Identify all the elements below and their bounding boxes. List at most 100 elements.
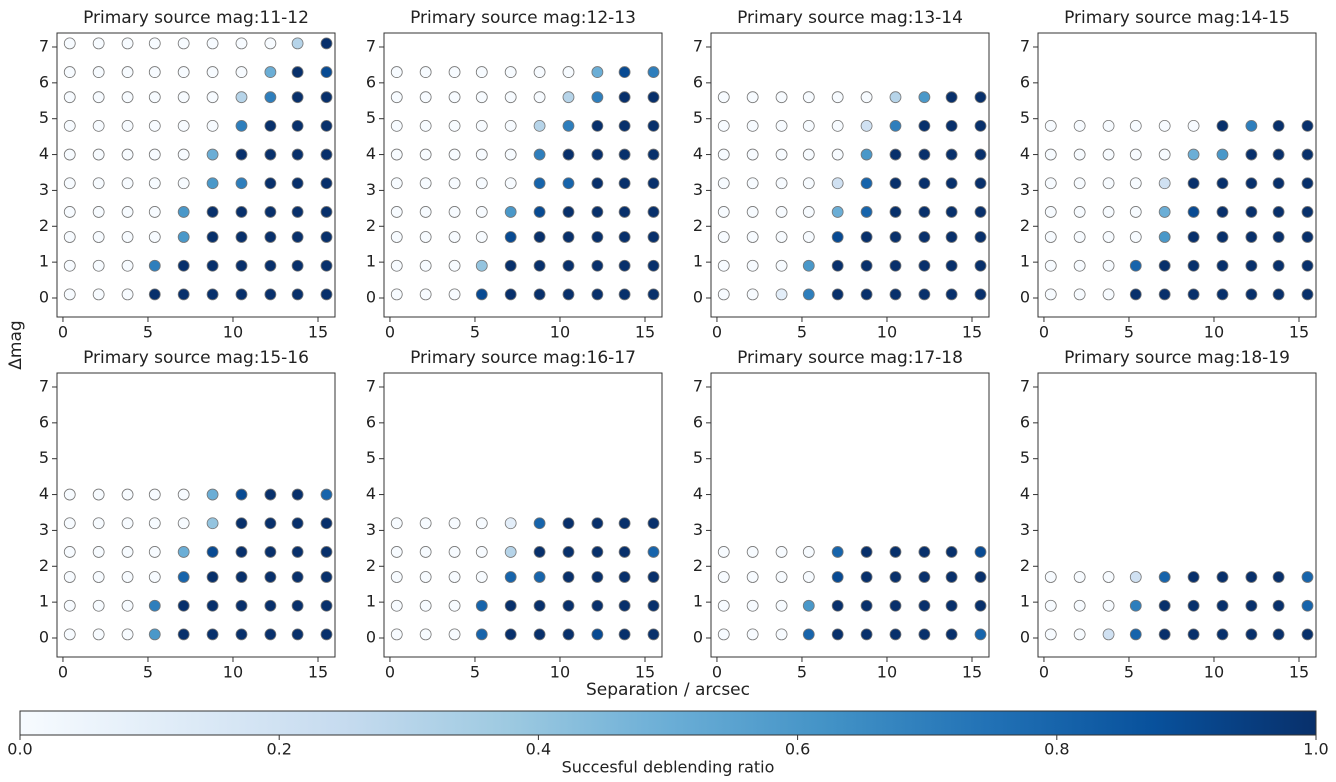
point [264,259,277,272]
point [775,206,788,218]
point [235,517,248,530]
point [1044,231,1057,243]
y-tick-label: 4 [366,144,376,163]
point [475,571,488,583]
point [775,546,788,558]
colorbar [19,710,1317,736]
point [264,177,277,190]
y-tick-label: 3 [39,180,49,199]
point [591,546,604,558]
point [562,177,575,190]
point [775,628,788,641]
point [533,628,546,641]
y-tick-label: 4 [693,484,703,503]
point [831,119,844,132]
point [647,206,660,218]
point [419,177,432,190]
point [1044,288,1057,301]
y-tick-label: 0 [366,627,376,646]
point [974,231,987,243]
point [235,66,248,78]
point [1216,599,1229,612]
point [618,571,631,583]
point [974,148,987,161]
point [591,288,604,301]
colorbar-tick-label: 0.4 [526,740,551,759]
x-tick-label: 0 [712,663,722,682]
point [860,599,873,612]
point [802,288,815,301]
point [291,91,304,104]
point [533,288,546,301]
point [802,148,815,161]
point [918,259,931,272]
point [533,177,546,190]
y-tick-label: 6 [366,412,376,431]
point [63,91,76,104]
y-tick-label: 5 [39,448,49,467]
point [92,546,105,558]
point [717,259,730,272]
point [121,288,134,301]
point [206,571,219,583]
point [1129,148,1142,161]
point [1245,119,1258,132]
point [291,599,304,612]
y-tick-label: 3 [366,180,376,199]
y-tick-label: 3 [366,520,376,539]
point [647,571,660,583]
point [974,177,987,190]
point [647,628,660,641]
point [1245,571,1258,583]
point [717,91,730,104]
point [475,546,488,558]
point [320,288,333,301]
point [647,177,660,190]
point [1129,259,1142,272]
point [475,66,488,78]
x-tick-label: 5 [143,663,153,682]
point [889,148,902,161]
x-tick-label: 15 [308,323,328,342]
x-tick-label: 10 [1204,663,1224,682]
y-tick-label: 7 [39,376,49,395]
point [206,628,219,641]
y-tick-label: 7 [693,376,703,395]
point [889,628,902,641]
point [533,546,546,558]
point [148,259,161,272]
point [63,571,76,583]
point [1102,119,1115,132]
point [831,546,844,558]
plot-frame [383,32,663,318]
point [121,628,134,641]
y-tick-label: 1 [693,592,703,611]
point [1044,259,1057,272]
point [889,259,902,272]
point [1272,571,1285,583]
point [831,571,844,583]
point [562,571,575,583]
point [121,177,134,190]
point [63,37,76,50]
x-tick-label: 10 [223,663,243,682]
point [618,546,631,558]
point [802,599,815,612]
panel-title: Primary source mag:17-18 [737,348,963,368]
x-tick-label: 0 [385,663,395,682]
y-tick-label: 6 [1020,412,1030,431]
y-tick-label: 4 [39,484,49,503]
x-tick-label: 5 [1124,323,1134,342]
point [918,628,931,641]
y-tick-label: 2 [366,216,376,235]
point [475,177,488,190]
point [235,546,248,558]
point [1102,148,1115,161]
point [717,571,730,583]
point [918,599,931,612]
point [264,231,277,243]
point [291,546,304,558]
y-tick-label: 5 [39,108,49,127]
point [918,206,931,218]
point [320,571,333,583]
